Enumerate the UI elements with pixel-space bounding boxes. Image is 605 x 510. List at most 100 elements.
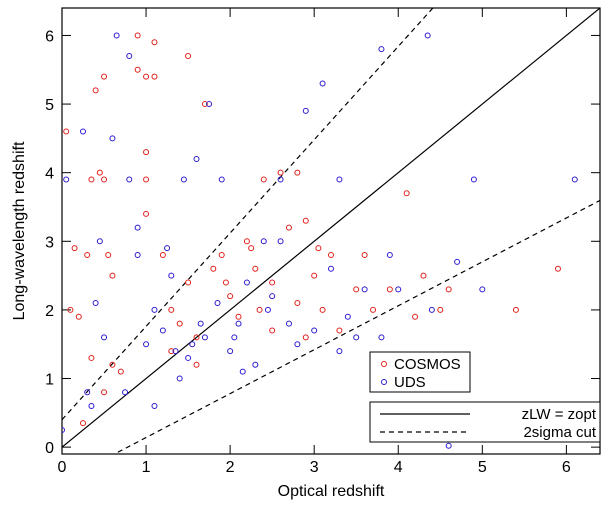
data-point [269,279,276,286]
x-tick-label: 3 [310,459,319,476]
data-point [193,155,200,162]
reference-line [62,8,434,421]
data-point [319,80,326,87]
y-tick-label: 2 [45,303,54,320]
data-point [378,334,385,341]
data-point [248,245,255,252]
data-point [105,252,112,259]
data-point [168,272,175,279]
data-point [285,320,292,327]
data-point [210,265,217,272]
data-point [193,361,200,368]
data-point [235,313,242,320]
data-point [92,87,99,94]
data-point [185,53,192,60]
data-point [151,402,158,409]
data-point [143,149,150,156]
data-point [454,258,461,265]
data-point [420,272,427,279]
data-point [159,327,166,334]
data-point [277,169,284,176]
data-point [134,252,141,259]
data-point [260,238,267,245]
data-point [88,354,95,361]
data-point [395,286,402,293]
legend-box [369,351,471,393]
data-point [311,327,318,334]
data-point [151,73,158,80]
data-point [243,238,250,245]
data-point [206,101,213,108]
x-tick-label: 4 [394,459,403,476]
data-point [512,306,519,313]
data-point [113,32,120,39]
data-point [277,176,284,183]
plot-frame [61,7,601,455]
y-tick-label: 1 [45,372,54,389]
reference-line [113,199,600,454]
data-point [445,286,452,293]
data-point [185,354,192,361]
data-point [328,265,334,272]
data-point [101,334,108,341]
data-point [193,334,200,341]
data-point [88,402,95,409]
data-point [353,286,360,293]
data-point [412,313,419,320]
data-point [361,286,368,293]
data-point [168,348,175,355]
data-point [96,238,103,245]
data-point [101,73,108,80]
data-point [260,176,267,183]
data-point [227,348,234,355]
data-point [294,300,301,307]
data-point [143,73,150,80]
data-point [201,101,208,108]
data-point [235,320,242,327]
data-point [361,252,368,259]
data-point [122,389,129,396]
data-point [264,306,271,313]
data-point [96,169,103,176]
data-point [134,224,141,231]
data-point [84,252,91,259]
legend-label: UDS [394,374,426,391]
data-point [176,375,183,382]
data-point [109,361,116,368]
data-point [315,245,322,252]
data-point [71,245,78,252]
data-point [222,279,229,286]
data-point [67,306,74,313]
data-point [84,389,91,396]
plot-area [62,8,600,454]
data-point [403,190,410,197]
data-point [80,128,87,135]
data-point [117,368,124,375]
data-point [336,327,343,334]
data-point [176,320,183,327]
data-point [243,279,250,286]
data-point [302,217,309,224]
x-tick-label: 0 [58,459,67,476]
data-point [386,252,393,259]
legend-label: COSMOS [394,356,461,373]
data-point [277,238,284,245]
data-point [445,442,452,449]
data-point [151,306,158,313]
data-point [336,176,343,183]
data-point [185,279,192,286]
y-tick-label: 4 [45,166,54,183]
data-point [168,306,175,313]
data-point [252,265,259,272]
data-point [353,334,360,341]
data-point [269,327,276,334]
data-point [164,245,171,252]
data-point [294,341,301,348]
data-point [285,224,292,231]
data-point [101,176,108,183]
legend-marker [381,361,387,367]
x-tick-label: 5 [478,459,487,476]
x-axis-label: Optical redshift [278,483,385,500]
data-point [101,389,108,396]
data-point [143,210,150,217]
